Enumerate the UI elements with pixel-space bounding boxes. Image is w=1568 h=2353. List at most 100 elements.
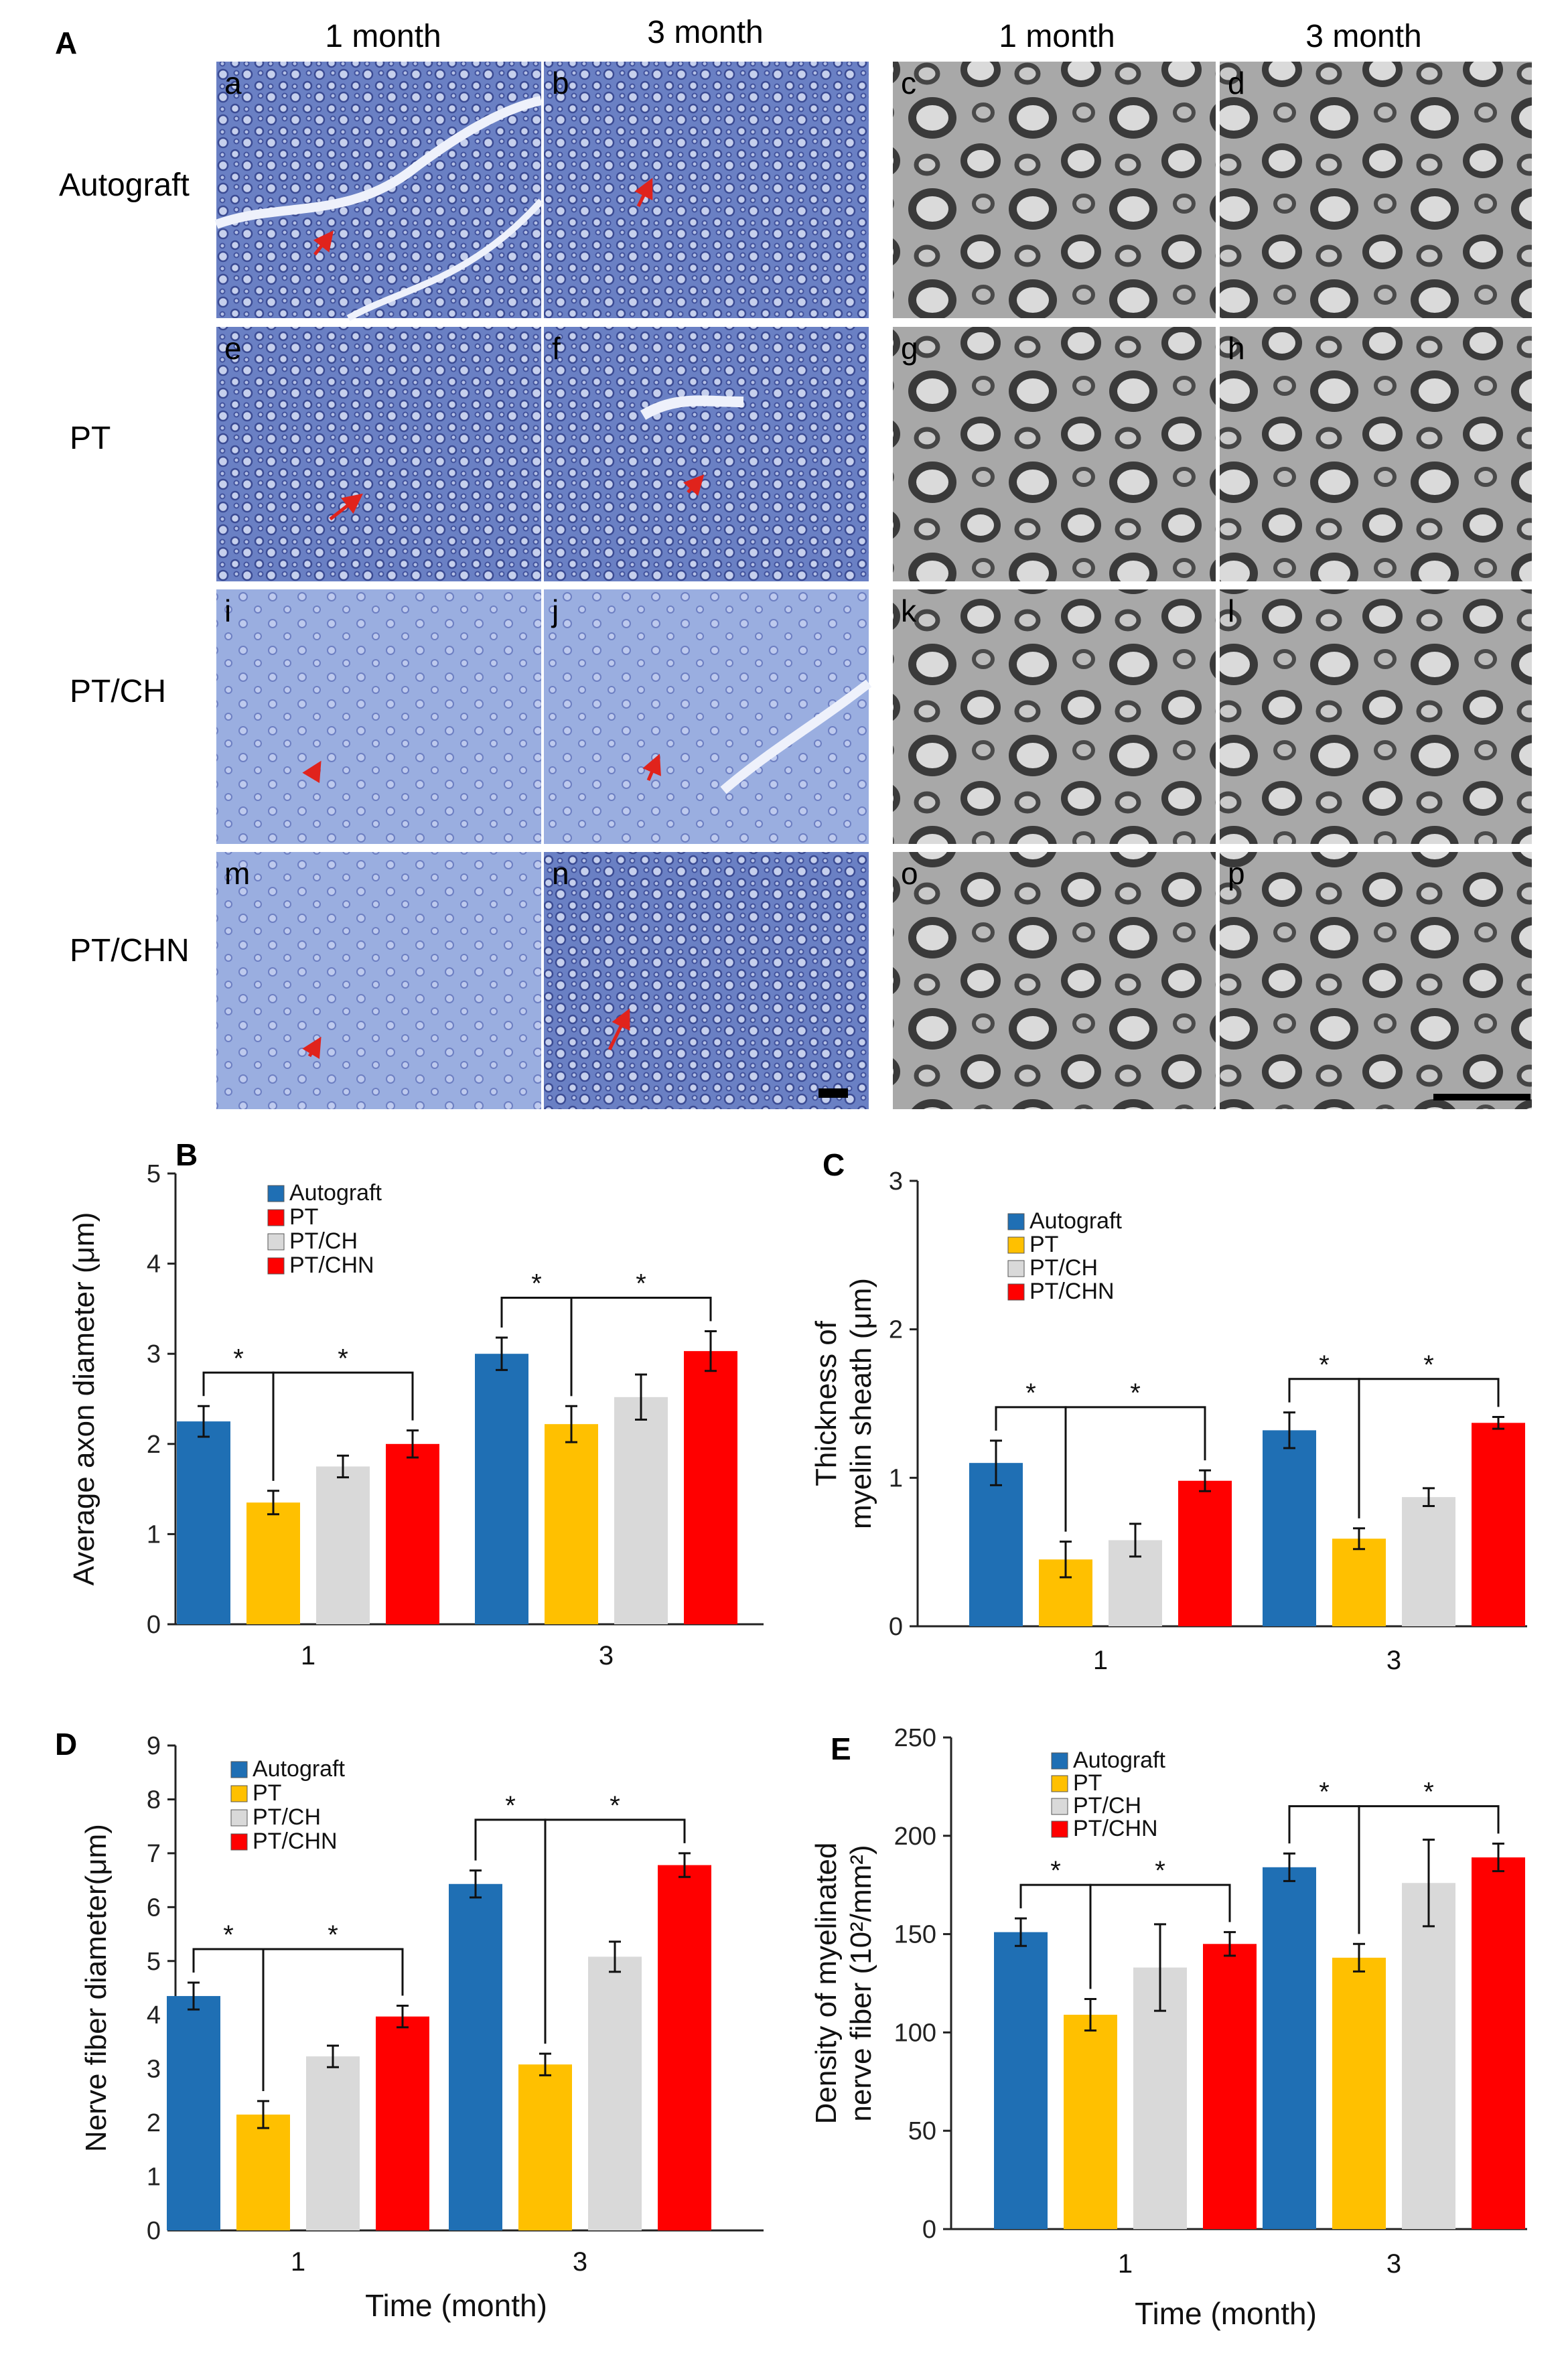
y-axis-label: Density of myelinatednerve fiber (10²/mm…: [810, 1843, 877, 2125]
bar-pt-ch: [306, 2056, 360, 2230]
micrograph-texture: [1220, 589, 1532, 844]
y-tick-label: 3: [147, 1340, 161, 1368]
y-tick-label: 0: [147, 2217, 161, 2245]
legend-swatch: [267, 1209, 285, 1226]
tile-letter-p: p: [1228, 856, 1245, 891]
y-tick-label: 3: [889, 1167, 903, 1196]
legend-label: PT/CHN: [1073, 1816, 1158, 1841]
red-arrow-icon: [313, 230, 334, 256]
significance-star: *: [636, 1269, 646, 1299]
micrograph-texture: [893, 852, 1216, 1109]
bar-pt: [545, 1424, 598, 1624]
significance-bracket: [1064, 1406, 1206, 1532]
bar-charts: B 0 1 2 3 4 5 Average axon diameter (μm) 1 3 * * * * A…: [55, 1137, 1527, 2331]
x-tick-label: 3: [1386, 2249, 1401, 2279]
bar-pt: [518, 2064, 572, 2230]
tile-letter-d: d: [1228, 66, 1245, 100]
legend-label: PT/CHN: [1029, 1279, 1115, 1304]
y-tick-label: 150: [894, 1921, 936, 1949]
y-tick-label: 7: [147, 1840, 161, 1868]
y-tick-label: 2: [147, 1431, 161, 1459]
legend-label: PT: [253, 1780, 281, 1806]
legend-label: PT/CHN: [253, 1829, 338, 1854]
y-tick-label: 2: [147, 2109, 161, 2137]
micrograph-texture: [216, 589, 541, 844]
bar-autograft: [1263, 1867, 1316, 2229]
legend-label: Autograft: [1029, 1208, 1123, 1234]
significance-bracket: [570, 1297, 712, 1397]
col-header-em-1month: 1 month: [999, 19, 1115, 54]
bar-pt: [1064, 2014, 1117, 2229]
row-label-pt: PT: [70, 421, 111, 456]
significance-star: *: [1423, 1778, 1434, 1807]
panel-label-e: E: [831, 1731, 851, 1766]
micrograph-texture: [544, 327, 869, 581]
y-tick-label: 3: [147, 2056, 161, 2084]
tile-letter-a: a: [224, 66, 242, 100]
y-axis-label-line: nerve fiber (10²/mm²): [845, 1845, 877, 2121]
bar-pt-chn: [1203, 1944, 1257, 2229]
y-axis-label-line: Average axon diameter (μm): [68, 1212, 100, 1586]
significance-star: *: [1155, 1856, 1165, 1885]
y-tick-label: 0: [889, 1613, 903, 1641]
legend-swatch: [267, 1233, 285, 1251]
panel-label-c: C: [823, 1147, 845, 1182]
y-tick-label: 100: [894, 2019, 936, 2047]
legend-swatch: [1051, 1775, 1068, 1792]
y-tick-label: 200: [894, 1823, 936, 1851]
panel-label-d: D: [55, 1727, 77, 1762]
micrograph-texture: [1220, 327, 1532, 581]
significance-bracket: [544, 1819, 686, 2044]
micrograph-texture: [1220, 852, 1532, 1109]
y-tick-label: 1: [889, 1464, 903, 1492]
y-tick-label: 1: [147, 2163, 161, 2192]
col-header-em-3month: 3 month: [1305, 19, 1421, 54]
legend-swatch: [1007, 1260, 1025, 1277]
red-arrow-icon: [329, 493, 363, 520]
bar-autograft: [994, 1932, 1048, 2229]
x-tick-label: 3: [599, 1641, 614, 1670]
y-axis-label: Thickness ofmyelin sheath (μm): [810, 1278, 877, 1529]
micrograph-texture: [216, 327, 541, 581]
significance-star: *: [505, 1791, 516, 1821]
significance-bracket: [1358, 1805, 1500, 1934]
bar-pt-ch: [1402, 1883, 1455, 2229]
y-tick-label: 4: [147, 1251, 161, 1279]
y-tick-label: 250: [894, 1724, 936, 1752]
legend-swatch: [230, 1833, 248, 1851]
legend-swatch: [1007, 1236, 1025, 1254]
significance-bracket: [272, 1371, 414, 1481]
x-axis-label: Time (month): [365, 2288, 547, 2323]
legend-label: Autograft: [1073, 1748, 1166, 1773]
significance-star: *: [610, 1791, 620, 1821]
y-axis-label: Nerve fiber diameter(μm): [80, 1824, 113, 2152]
tile-letter-c: c: [901, 66, 916, 100]
chart-e: E 0 50 100 150 200 250 Density of myelinatedner…: [810, 1724, 1527, 2331]
micrograph-texture: [893, 589, 1216, 844]
y-tick-label: 8: [147, 1786, 161, 1814]
legend-label: PT/CH: [1073, 1793, 1141, 1819]
red-arrow-icon: [642, 754, 661, 781]
red-arrow-icon: [302, 760, 322, 784]
y-axis-label-line: myelin sheath (μm): [845, 1278, 877, 1529]
tissue-gap: [720, 679, 872, 794]
tile-letter-l: l: [1228, 593, 1234, 628]
bar-pt-chn: [386, 1443, 439, 1624]
micrograph-panel: A 1 month 3 month 1 month 3 month Autogr…: [55, 15, 1532, 1109]
legend-swatch: [230, 1785, 248, 1802]
micrograph-texture: [216, 852, 541, 1109]
tissue-gap: [346, 198, 544, 322]
tile-letter-o: o: [901, 856, 918, 891]
em-scale-bar: [1433, 1094, 1530, 1100]
y-tick-label: 6: [147, 1894, 161, 1922]
y-axis-label-line: Density of myelinated: [810, 1843, 843, 2125]
panel-label-b: B: [175, 1137, 198, 1172]
red-arrow-icon: [302, 1036, 322, 1060]
significance-star: *: [338, 1344, 348, 1373]
x-tick-label: 1: [291, 2247, 305, 2277]
y-axis-label: Average axon diameter (μm): [68, 1212, 100, 1586]
row-label-pt-chn: PT/CHN: [70, 933, 190, 969]
legend-swatch: [267, 1257, 285, 1275]
